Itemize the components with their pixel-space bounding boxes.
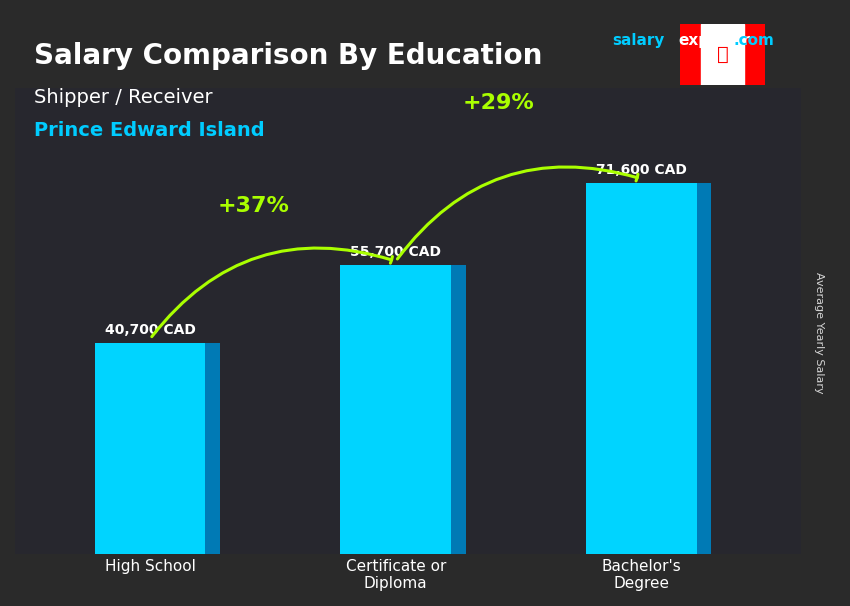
Text: Average Yearly Salary: Average Yearly Salary bbox=[814, 273, 824, 394]
Bar bbox=[341, 265, 451, 554]
Bar bbox=[744, 24, 765, 85]
Text: +29%: +29% bbox=[463, 93, 535, 113]
Bar bbox=[95, 343, 206, 554]
Text: .com: .com bbox=[734, 33, 774, 48]
Text: Salary Comparison By Education: Salary Comparison By Education bbox=[34, 42, 542, 70]
Polygon shape bbox=[206, 343, 220, 554]
Text: salary: salary bbox=[612, 33, 665, 48]
Text: explorer: explorer bbox=[678, 33, 751, 48]
Text: 40,700 CAD: 40,700 CAD bbox=[105, 323, 196, 337]
Text: +37%: +37% bbox=[218, 196, 289, 216]
Text: 71,600 CAD: 71,600 CAD bbox=[596, 163, 687, 177]
Polygon shape bbox=[697, 183, 711, 554]
Text: Shipper / Receiver: Shipper / Receiver bbox=[34, 88, 212, 107]
Text: 55,700 CAD: 55,700 CAD bbox=[350, 245, 441, 259]
Bar bbox=[701, 24, 744, 85]
Text: 🍁: 🍁 bbox=[717, 45, 728, 64]
Bar bbox=[680, 24, 701, 85]
Polygon shape bbox=[451, 265, 466, 554]
Text: Prince Edward Island: Prince Edward Island bbox=[34, 121, 264, 140]
Bar bbox=[586, 183, 697, 554]
